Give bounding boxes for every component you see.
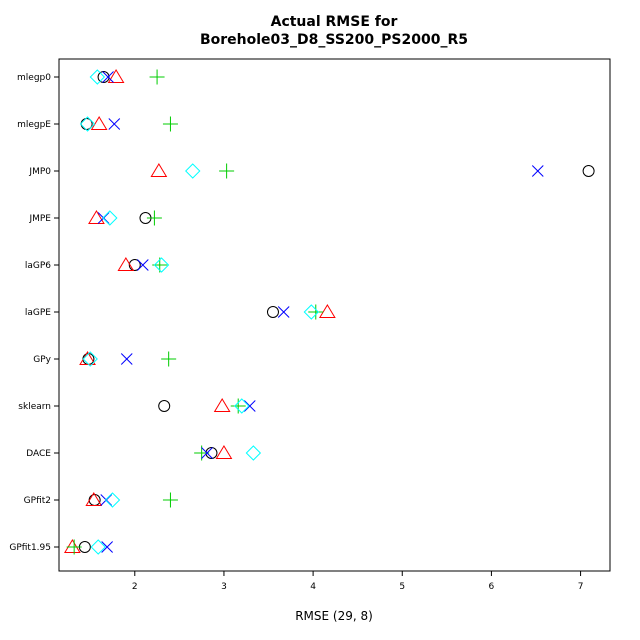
chart-title-line-1: Actual RMSE for: [271, 14, 398, 30]
point-triangle: [117, 257, 135, 271]
chart-title-line-2: Borehole03_D8_SS200_PS2000_R5: [200, 32, 468, 48]
point-diamond: [185, 163, 201, 179]
point-plus: [146, 210, 162, 226]
point-diamond: [104, 492, 121, 508]
point-cross: [120, 353, 133, 365]
y-tick-label: JMP0: [28, 167, 51, 177]
x-tick-label: 4: [310, 582, 316, 592]
y-tick-label: DACE: [26, 449, 51, 459]
point-triangle: [150, 163, 168, 177]
point-cross: [108, 118, 121, 130]
y-tick-label: GPfit1.95: [9, 543, 51, 553]
point-triangle: [318, 304, 336, 318]
point-cross: [136, 259, 149, 271]
x-axis: 2 3 4 5 6 7: [132, 571, 584, 592]
point-plus: [219, 163, 235, 179]
y-tick-label: GPfit2: [24, 496, 51, 506]
point-circle: [128, 259, 141, 271]
y-tick-label: mlegpE: [17, 120, 51, 130]
point-cross: [100, 494, 113, 506]
point-plus: [66, 539, 82, 555]
point-triangle: [213, 398, 231, 412]
point-diamond: [234, 398, 250, 414]
y-tick-label: JMPE: [28, 214, 51, 224]
point-cross: [102, 71, 114, 83]
point-circle: [97, 71, 110, 83]
x-tick-label: 3: [221, 582, 227, 592]
point-plus: [162, 492, 178, 508]
y-tick-label: laGPE: [25, 308, 51, 318]
data-points: [63, 69, 595, 555]
point-plus: [161, 351, 177, 367]
point-diamond: [79, 116, 96, 132]
y-tick-label: GPy: [33, 355, 51, 365]
plot-frame: [58, 58, 611, 572]
point-diamond: [89, 69, 106, 85]
point-cross: [243, 400, 256, 412]
point-cross: [201, 447, 213, 459]
x-tick-label: 7: [578, 582, 584, 592]
point-plus: [230, 398, 246, 414]
point-diamond: [102, 210, 118, 226]
x-tick-label: 2: [132, 582, 138, 592]
point-circle: [158, 400, 171, 412]
point-plus: [149, 69, 165, 85]
point-cross: [97, 212, 110, 224]
point-triangle: [215, 445, 233, 459]
point-triangle: [85, 492, 103, 506]
point-triangle: [107, 69, 125, 83]
point-diamond: [90, 539, 106, 555]
point-cross: [277, 306, 290, 318]
point-diamond: [153, 257, 170, 273]
y-axis: mlegp0 mlegpE JMP0 JMPE laGP6 laGPE GPy sklearn…: [9, 73, 59, 553]
x-tick-label: 6: [489, 582, 495, 592]
point-triangle: [63, 539, 81, 553]
point-cross: [101, 541, 113, 553]
point-diamond: [245, 445, 262, 461]
y-tick-label: laGP6: [25, 261, 51, 271]
point-circle: [582, 165, 595, 177]
x-tick-label: 5: [399, 582, 405, 592]
point-plus: [308, 304, 324, 320]
point-circle: [266, 306, 279, 318]
point-triangle: [90, 116, 108, 130]
point-cross: [531, 165, 544, 177]
point-plus: [162, 116, 178, 132]
point-diamond: [82, 351, 98, 367]
y-tick-label: mlegp0: [17, 73, 51, 83]
point-triangle: [88, 210, 105, 224]
x-axis-label: RMSE (29, 8): [295, 609, 373, 623]
point-diamond: [303, 304, 320, 320]
y-tick-label: sklearn: [18, 402, 51, 412]
